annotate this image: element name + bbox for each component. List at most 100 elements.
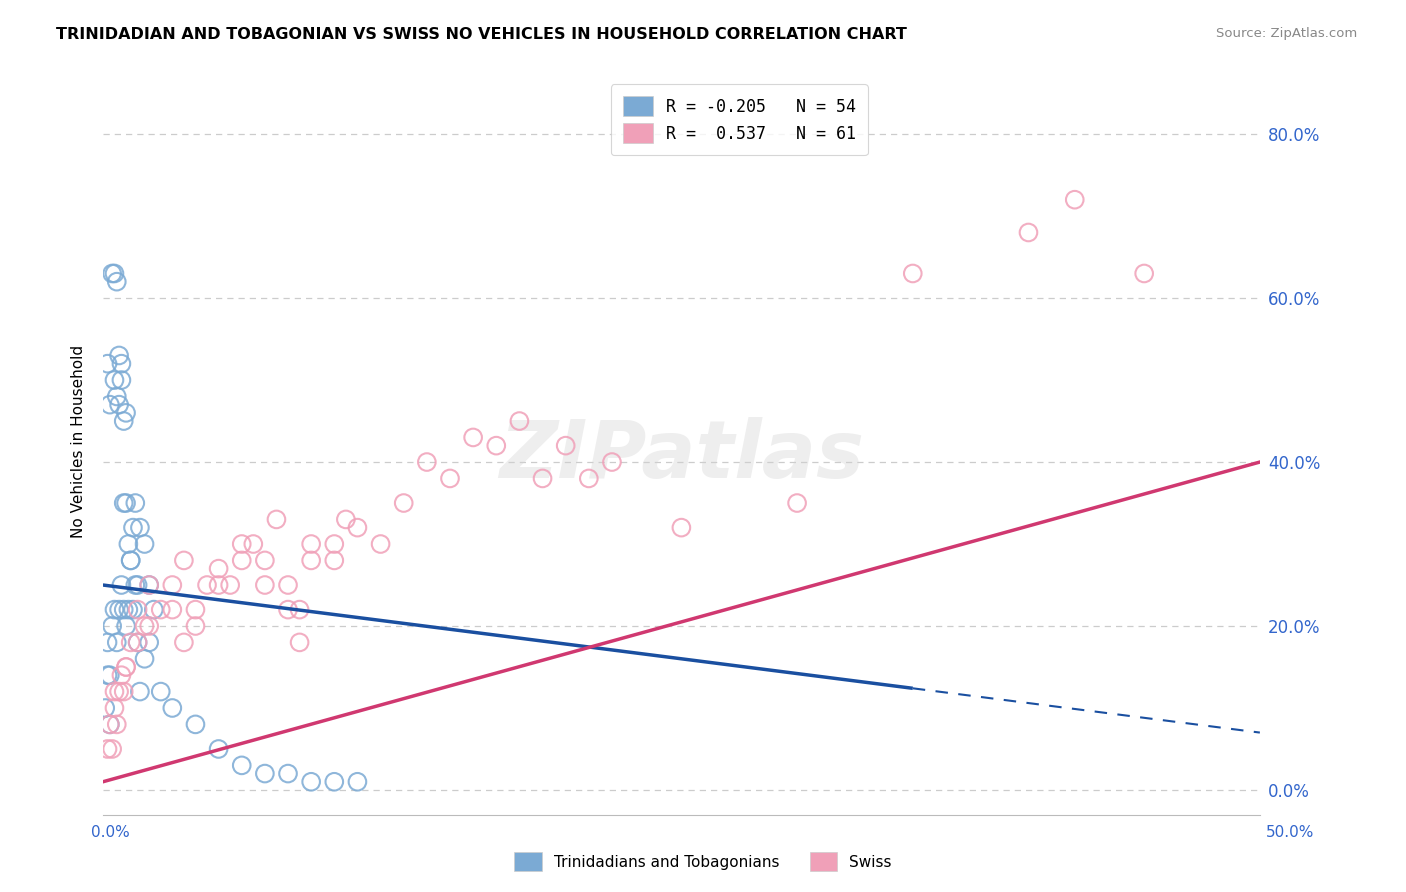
- Point: [138, 578, 160, 592]
- Point: [138, 578, 160, 592]
- Point: [485, 439, 508, 453]
- Point: [124, 578, 146, 592]
- Point: [120, 635, 142, 649]
- Point: [94, 701, 117, 715]
- Point: [671, 521, 693, 535]
- Point: [110, 578, 132, 592]
- Point: [138, 619, 160, 633]
- Point: [96, 742, 118, 756]
- Point: [463, 430, 485, 444]
- Point: [277, 766, 299, 780]
- Point: [1063, 193, 1085, 207]
- Point: [1017, 226, 1039, 240]
- Point: [578, 471, 600, 485]
- Point: [96, 668, 118, 682]
- Point: [288, 602, 311, 616]
- Point: [134, 619, 156, 633]
- Point: [98, 717, 121, 731]
- Point: [323, 537, 346, 551]
- Point: [115, 619, 138, 633]
- Point: [299, 774, 322, 789]
- Point: [335, 512, 357, 526]
- Point: [105, 635, 128, 649]
- Point: [98, 717, 121, 731]
- Point: [117, 602, 139, 616]
- Point: [110, 373, 132, 387]
- Point: [346, 774, 368, 789]
- Point: [149, 602, 172, 616]
- Point: [323, 553, 346, 567]
- Point: [184, 717, 207, 731]
- Y-axis label: No Vehicles in Household: No Vehicles in Household: [72, 345, 86, 538]
- Point: [600, 455, 623, 469]
- Point: [129, 684, 152, 698]
- Point: [277, 578, 299, 592]
- Point: [103, 602, 125, 616]
- Point: [323, 774, 346, 789]
- Point: [101, 267, 124, 281]
- Point: [439, 471, 461, 485]
- Point: [115, 406, 138, 420]
- Point: [108, 348, 131, 362]
- Point: [115, 660, 138, 674]
- Point: [110, 357, 132, 371]
- Point: [299, 553, 322, 567]
- Point: [108, 398, 131, 412]
- Point: [103, 684, 125, 698]
- Point: [108, 602, 131, 616]
- Point: [253, 766, 276, 780]
- Point: [98, 668, 121, 682]
- Point: [253, 553, 276, 567]
- Point: [127, 635, 149, 649]
- Point: [219, 578, 242, 592]
- Point: [105, 275, 128, 289]
- Point: [129, 521, 152, 535]
- Point: [231, 553, 253, 567]
- Point: [124, 496, 146, 510]
- Point: [101, 742, 124, 756]
- Point: [103, 701, 125, 715]
- Point: [416, 455, 439, 469]
- Point: [508, 414, 530, 428]
- Point: [162, 701, 184, 715]
- Point: [266, 512, 288, 526]
- Text: 50.0%: 50.0%: [1267, 825, 1315, 840]
- Point: [110, 668, 132, 682]
- Point: [117, 537, 139, 551]
- Point: [120, 553, 142, 567]
- Point: [127, 602, 149, 616]
- Point: [142, 602, 165, 616]
- Point: [96, 635, 118, 649]
- Point: [98, 398, 121, 412]
- Point: [184, 602, 207, 616]
- Point: [115, 660, 138, 674]
- Point: [162, 578, 184, 592]
- Point: [901, 267, 924, 281]
- Point: [231, 537, 253, 551]
- Point: [277, 602, 299, 616]
- Point: [1133, 267, 1156, 281]
- Point: [122, 602, 145, 616]
- Point: [786, 496, 808, 510]
- Point: [173, 553, 195, 567]
- Point: [392, 496, 415, 510]
- Point: [138, 635, 160, 649]
- Point: [162, 602, 184, 616]
- Point: [346, 521, 368, 535]
- Legend: Trinidadians and Tobagonians, Swiss: Trinidadians and Tobagonians, Swiss: [508, 847, 898, 877]
- Point: [103, 267, 125, 281]
- Point: [108, 684, 131, 698]
- Point: [103, 373, 125, 387]
- Point: [288, 635, 311, 649]
- Point: [149, 684, 172, 698]
- Text: TRINIDADIAN AND TOBAGONIAN VS SWISS NO VEHICLES IN HOUSEHOLD CORRELATION CHART: TRINIDADIAN AND TOBAGONIAN VS SWISS NO V…: [56, 27, 907, 42]
- Point: [554, 439, 576, 453]
- Point: [195, 578, 218, 592]
- Point: [299, 537, 322, 551]
- Text: ZIPatlas: ZIPatlas: [499, 417, 863, 495]
- Point: [134, 537, 156, 551]
- Legend: R = -0.205   N = 54, R =  0.537   N = 61: R = -0.205 N = 54, R = 0.537 N = 61: [610, 85, 868, 155]
- Point: [242, 537, 264, 551]
- Point: [127, 578, 149, 592]
- Point: [112, 496, 135, 510]
